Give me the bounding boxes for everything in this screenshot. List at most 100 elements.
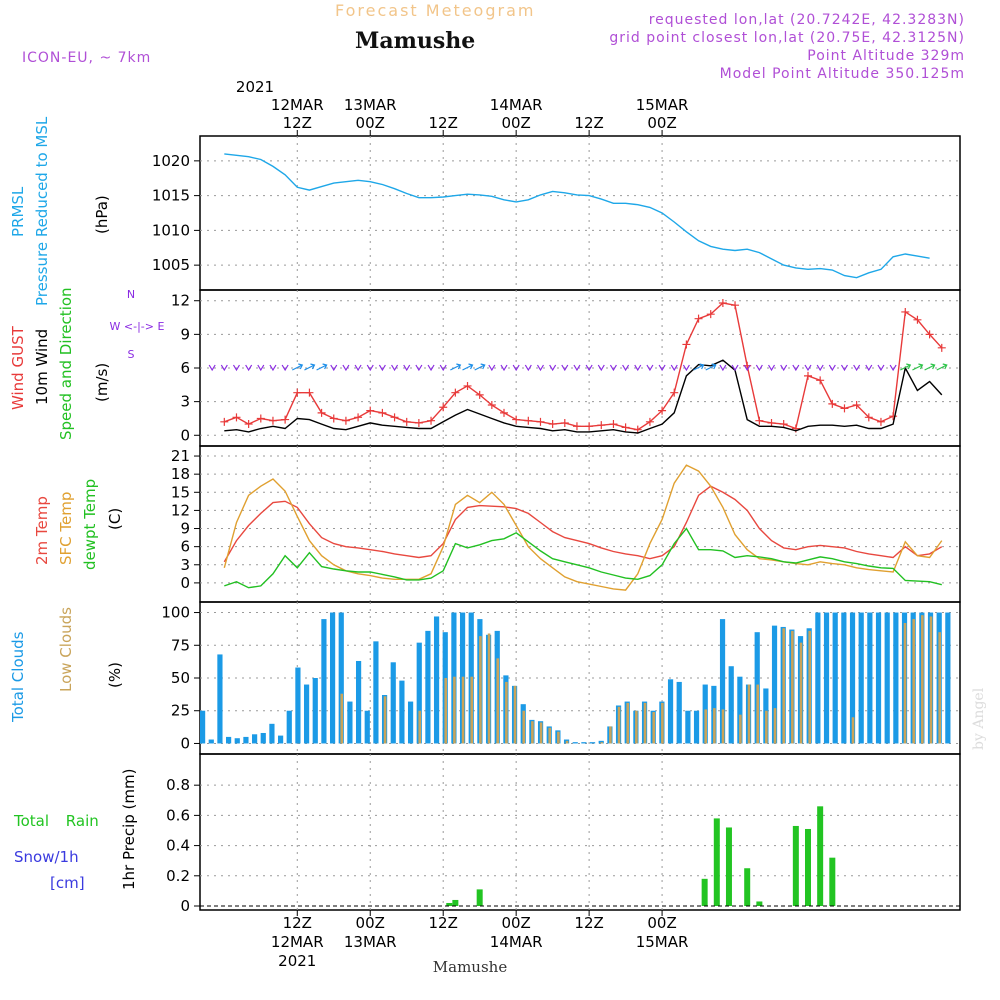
low-cloud-bar [565,740,569,744]
wind-direction-arrow [828,364,836,372]
total-cloud-bar [815,612,821,744]
temp-dewpt-label: dewpt Temp [81,479,99,570]
y-tick-label: 0.4 [166,837,190,855]
wind-gust-label: Wind GUST [9,325,27,410]
wind-direction-arrow [705,363,717,371]
gust-marker [427,416,436,425]
wind-direction-arrow [792,364,800,372]
low-cloud-bar [557,731,560,744]
gust-marker [293,388,302,397]
precip-units: 1hr Precip (mm) [120,769,138,890]
low-cloud-bar [461,676,465,744]
snow-units: [cm] [50,874,85,892]
wind-direction-arrow [415,364,423,372]
top-date-label: 14MAR [490,96,543,114]
wind-direction-arrow [634,364,642,372]
top-date-label: 15MAR [636,96,689,114]
meteogram-subtitle: Forecast Meteogram [335,1,535,20]
rain-bar [817,806,824,906]
gust-marker [658,406,667,415]
wind-direction-arrow [281,364,289,372]
gust-marker [889,412,898,421]
total-cloud-bar [719,619,726,744]
series-sfc-temp [223,464,943,591]
low-cloud-bar [539,722,543,744]
low-clouds-label: Low Clouds [57,607,75,692]
low-cloud-bar [487,633,491,744]
wind-direction-arrow [804,364,812,372]
wind-direction-arrow [693,363,705,371]
gust-marker [232,413,241,422]
low-cloud-bar [721,709,725,744]
wind-direction-arrow [292,363,304,371]
wind-direction-arrow [245,364,253,372]
wind-direction-arrow [439,364,447,372]
total-cloud-bar [433,616,440,744]
panel-frame [199,135,961,291]
total-cloud-bar [893,612,899,744]
gust-marker [281,415,290,424]
wind-direction-arrow [622,364,630,372]
rain-bar [744,868,751,906]
gust-marker [718,298,727,307]
total-cloud-bar [589,742,596,744]
gust-marker [560,418,569,427]
y-tick-label: 12 [171,501,190,519]
wind-direction-arrow [609,364,617,372]
top-hour-label: 12Z [429,114,458,132]
low-cloud-bar [600,742,604,744]
gust-marker [572,422,581,431]
low-cloud-bar [418,710,422,744]
gust-marker [913,315,922,324]
total-cloud-bar [581,742,587,744]
low-cloud-bar [652,712,656,744]
top-hour-label: 00Z [501,114,530,132]
top-hour-label: 12Z [283,114,312,132]
wind-direction-arrow [573,364,581,372]
panels: 1005101010151020036912036912151821025507… [152,135,961,915]
bottom-date-label: 12MAR [271,933,324,951]
y-tick-label: 0 [180,426,190,444]
total-cloud-bar [208,739,214,744]
gust-marker [256,414,265,423]
wind-direction-arrow [269,364,277,372]
y-tick-label: 100 [161,604,190,622]
y-tick-label: 3 [180,393,190,411]
wind-direction-arrow [549,364,557,372]
wind-direction-arrow [474,363,486,371]
y-tick-label: 18 [171,465,190,483]
gust-marker [439,403,448,412]
wind-direction-arrow [646,364,654,372]
gust-marker [487,401,496,409]
low-cloud-bar [513,685,517,744]
y-tick-label: 12 [171,292,190,310]
wind-direction-arrow [816,364,824,372]
y-tick-label: 0.8 [166,776,190,794]
total-cloud-bar [399,680,405,744]
pressure-label-1: PRMSL [9,186,27,237]
total-cloud-bar [347,701,353,744]
grid-coords: grid point closest lon,lat (20.75E, 42.3… [609,30,965,46]
total-cloud-bar [858,612,864,744]
total-cloud-bar [390,662,396,744]
total-cloud-bar [277,735,284,744]
wind-direction-arrow [403,364,411,372]
temp-sfc-label: SFC Temp [57,492,75,565]
pressure-label-2: Pressure Reduced to MSL [33,116,51,306]
low-cloud-bar [383,696,387,744]
wind-direction-arrow [755,364,763,372]
bottom-hour-label: 00Z [356,914,385,932]
compass-s: S [128,348,135,361]
total-cloud-bar [260,732,266,744]
wind-direction-arrow [450,363,462,371]
low-cloud-bar [453,676,456,744]
total-cloud-bar [667,679,674,744]
total-cloud-bar [269,723,275,744]
temp-units: (C) [106,508,124,530]
y-tick-label: 1015 [152,187,190,205]
rain-bar [713,818,720,906]
low-cloud-bar [765,710,768,744]
gust-marker [706,310,715,319]
series-10m-wind [224,359,943,434]
